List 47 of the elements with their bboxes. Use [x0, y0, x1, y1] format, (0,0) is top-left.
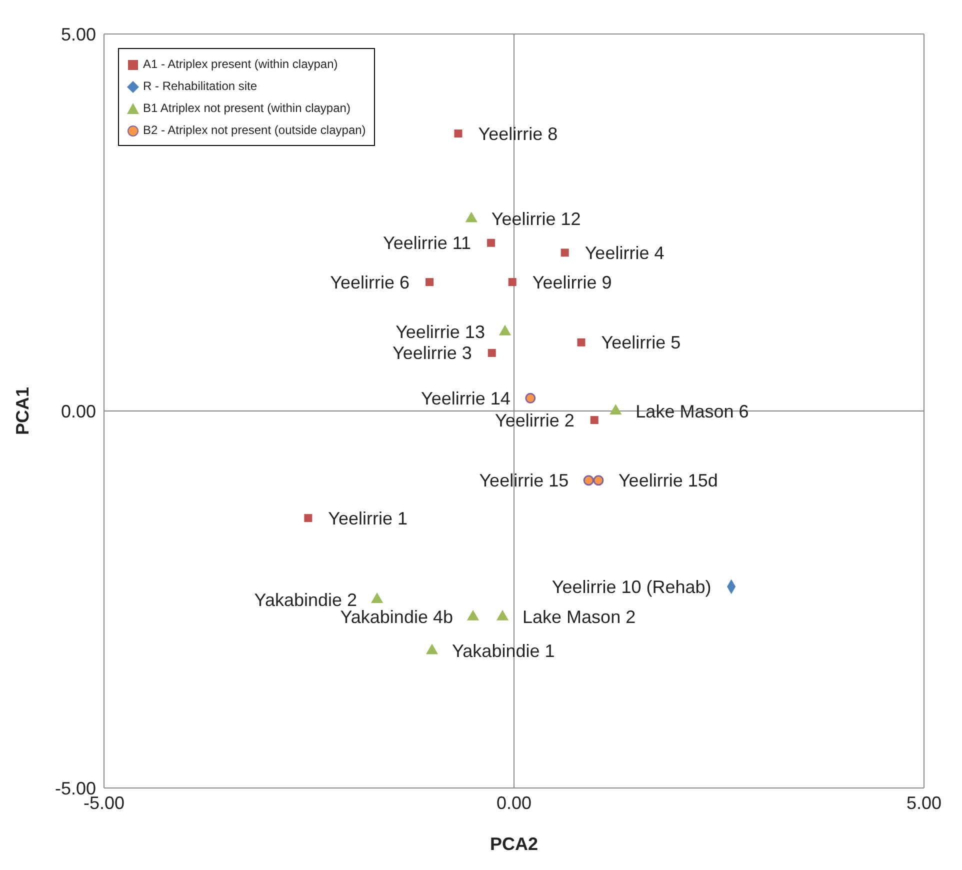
point: [488, 348, 496, 357]
x-tick-label: 5.00: [906, 792, 942, 813]
y-axis-title: PCA1: [12, 386, 32, 436]
point: [583, 475, 594, 486]
point: [590, 416, 598, 424]
point: [426, 278, 434, 286]
annotation: Lake Mason 2: [522, 607, 636, 628]
y-tick-label: 5.00: [60, 24, 96, 44]
annotation: Yakabindie 4b: [340, 607, 453, 628]
point: [370, 592, 384, 604]
point: [496, 610, 509, 620]
point: [577, 338, 586, 346]
annotation: Yeelirrie 13: [396, 322, 485, 342]
legend-label: R - Rehabilitation site: [142, 78, 258, 95]
annotation: Yeelirrie 15: [479, 470, 569, 491]
x-tick-label: 0.00: [496, 792, 532, 813]
point: [508, 278, 516, 286]
point: [466, 610, 480, 620]
annotation: Yeelirrie 11: [382, 233, 472, 254]
annotation: Yeelirrie 4: [584, 242, 664, 263]
legend-label: B2 - Atriplex not present (outside claypan): [142, 122, 366, 139]
point: [426, 644, 438, 654]
legend-label: B1 Atriplex not present (within claypan): [142, 100, 352, 117]
annotation: Yeelirrie 14: [420, 388, 510, 408]
annotation: Yeelirrie 8: [478, 124, 558, 144]
annotation: Yeelirrie 10 (Rehab): [552, 576, 712, 597]
point: [560, 248, 569, 257]
point: [525, 392, 536, 404]
annotation: Yakabindie 2: [254, 590, 358, 610]
annotation: Lake Mason 6: [636, 401, 749, 422]
y-tick-label: 0.00: [60, 401, 96, 422]
annotation: Yeelirrie 6: [330, 272, 410, 292]
point: [610, 404, 622, 415]
point: [487, 238, 496, 247]
legend-label: A1 - Atriplex present (within claypan): [142, 56, 339, 73]
annotation: Yeelirrie 1: [328, 508, 408, 528]
annotation: Yeelirrie 2: [494, 410, 574, 430]
point: [454, 130, 462, 138]
point: [304, 514, 312, 522]
point: [593, 475, 604, 486]
annotation: Yeelirrie 15d: [618, 470, 718, 491]
annotation: Yeelirrie 3: [392, 343, 472, 364]
annotation: Yeelirrie 9: [532, 272, 612, 292]
annotation: Yakabindie 1: [452, 641, 555, 662]
annotation: Yeelirrie 5: [601, 332, 681, 353]
x-axis-title: PCA2: [490, 834, 538, 854]
annotation: Yeelirrie 12: [491, 209, 581, 230]
